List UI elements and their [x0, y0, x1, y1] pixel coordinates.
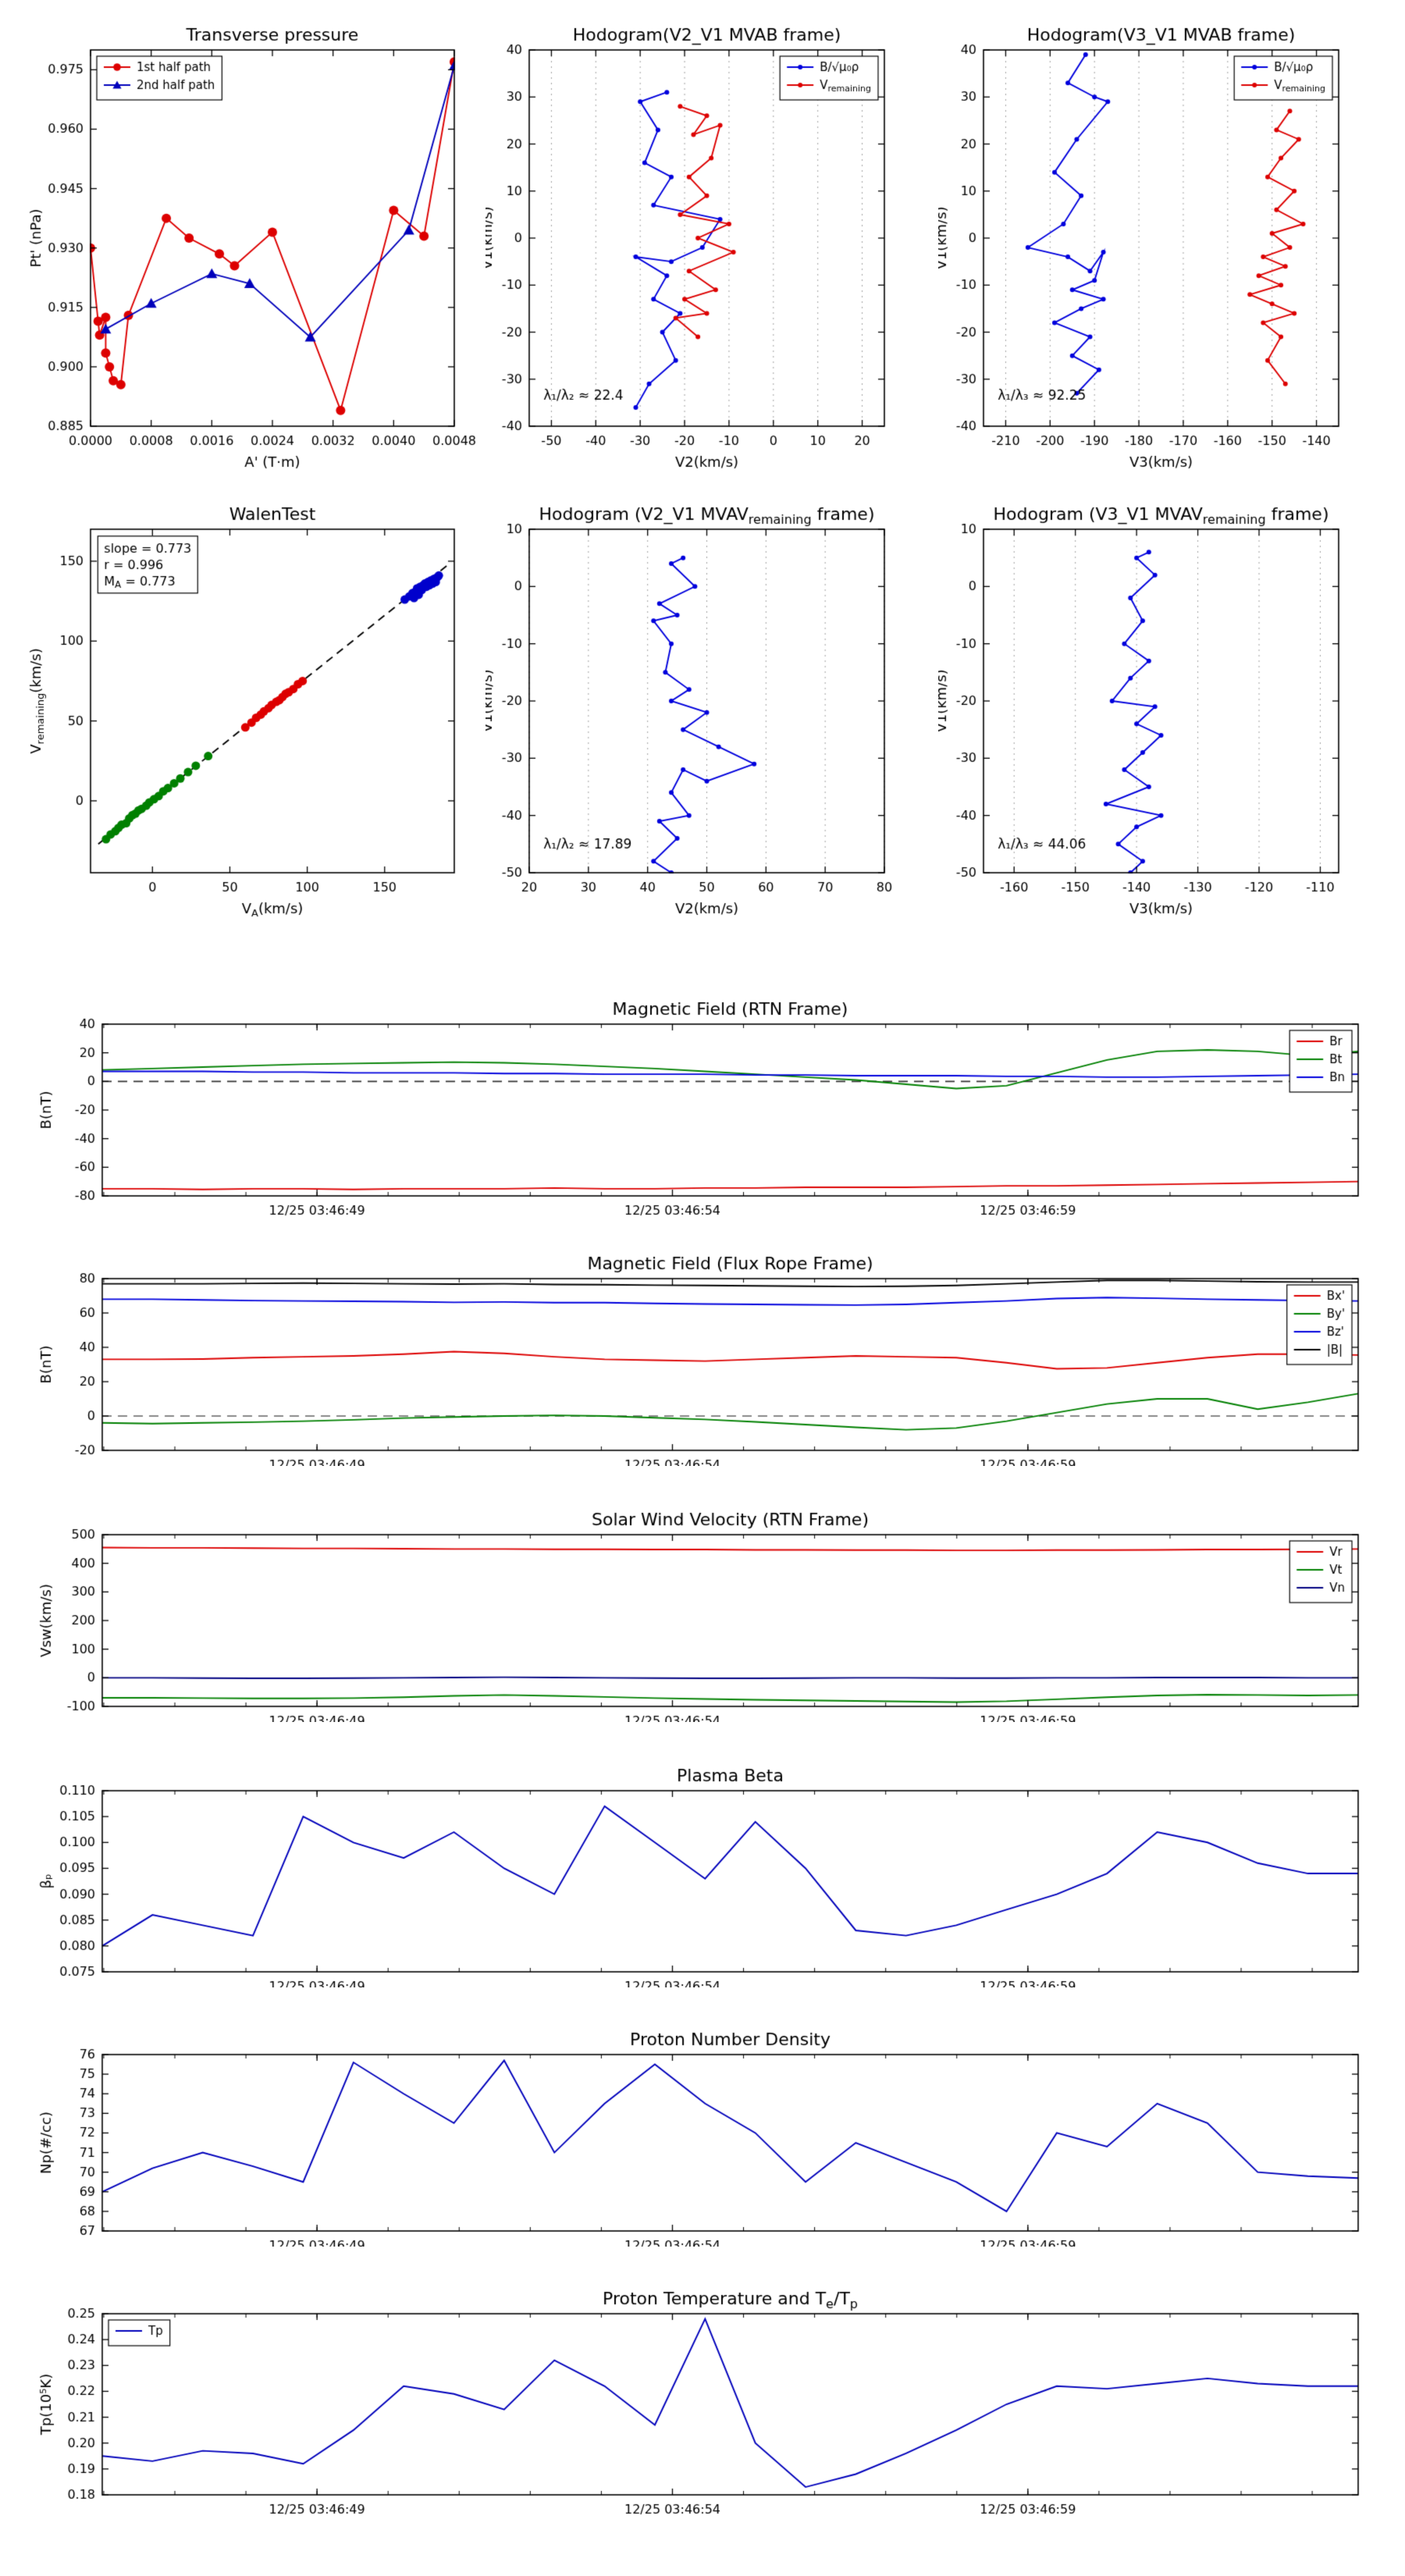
chart-magnetic-field-rtn: [23, 968, 1385, 1218]
chart-hodogram-v2v1-mvav: [486, 492, 899, 929]
chart-transverse-pressure: [16, 14, 484, 482]
chart-plasma-beta: [23, 1736, 1385, 1987]
chart-hodogram-v2v1-mvab: [486, 14, 899, 482]
chart-hodogram-v3v1-mvab: [938, 14, 1383, 482]
chart-walen-test: [16, 492, 484, 929]
chart-magnetic-field-fluxrope: [23, 1224, 1385, 1466]
chart-proton-number-density: [23, 2000, 1385, 2247]
chart-solar-wind-velocity: [23, 1480, 1385, 1722]
chart-hodogram-v3v1-mvav: [938, 492, 1383, 929]
chart-proton-temperature: [23, 2259, 1385, 2517]
